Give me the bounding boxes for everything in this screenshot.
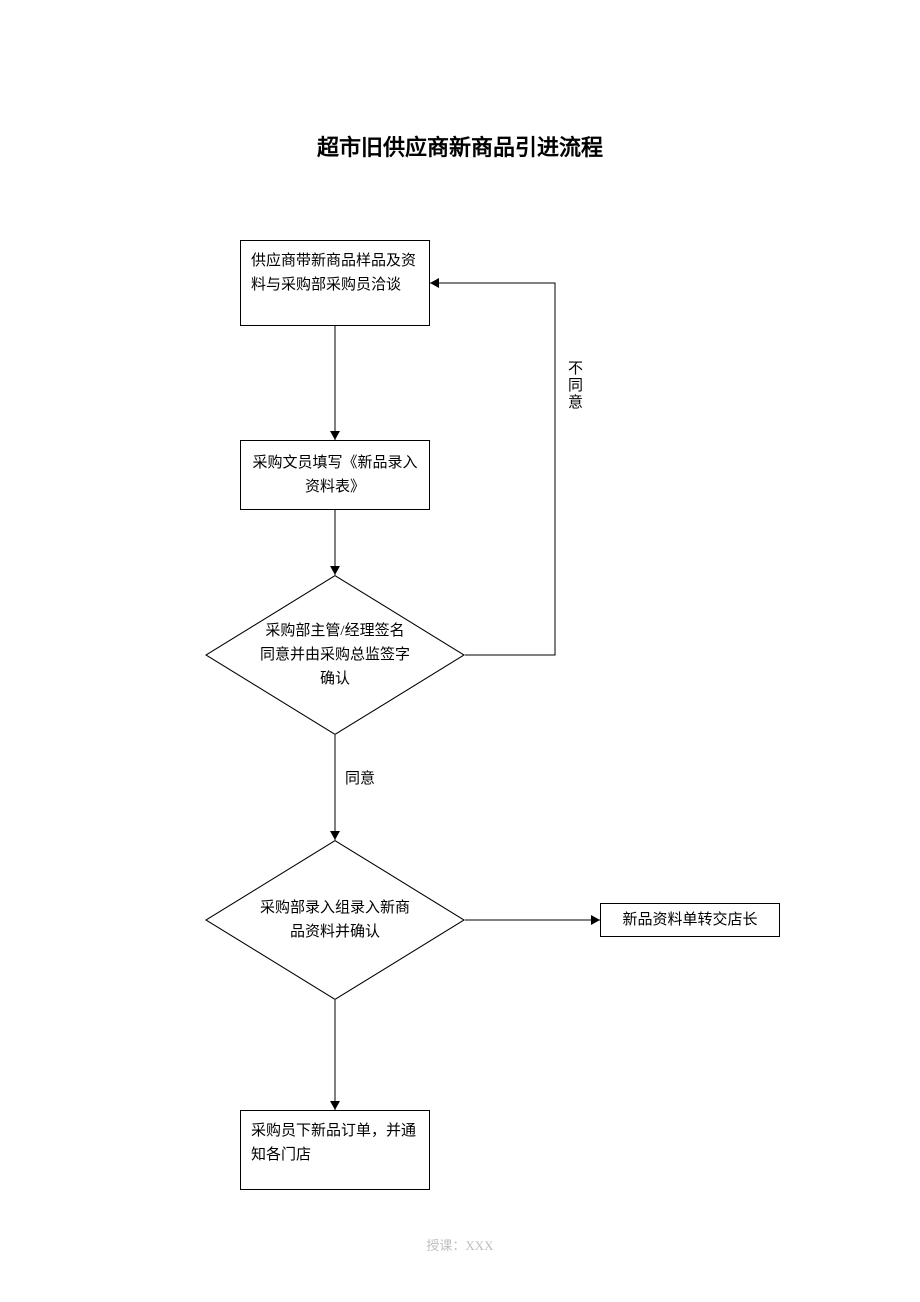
edge-label-agree: 同意 (345, 770, 375, 788)
flow-decision-entry: 采购部录入组录入新商品资料并确认 (205, 840, 465, 1000)
footer-credit: 授课：XXX (0, 1235, 920, 1254)
flow-node-text: 新品资料单转交店长 (622, 908, 757, 932)
flow-node-text: 采购员下新品订单，并通知各门店 (251, 1119, 419, 1167)
flow-node-text: 供应商带新商品样品及资料与采购部采购员洽谈 (251, 249, 419, 297)
flow-node-forward-manager: 新品资料单转交店长 (600, 903, 780, 937)
flow-node-place-order: 采购员下新品订单，并通知各门店 (240, 1110, 430, 1190)
flow-node-text: 采购部录入组录入新商品资料并确认 (260, 896, 410, 944)
edge-label-disagree: 不同意 (565, 360, 583, 411)
flow-node-supplier-meet: 供应商带新商品样品及资料与采购部采购员洽谈 (240, 240, 430, 326)
flow-decision-approval: 采购部主管/经理签名同意并由采购总监签字确认 (205, 575, 465, 735)
flow-node-text: 采购部主管/经理签名同意并由采购总监签字确认 (260, 619, 410, 691)
page-title: 超市旧供应商新商品引进流程 (0, 130, 920, 162)
flow-node-text: 采购文员填写《新品录入资料表》 (251, 451, 419, 499)
flow-node-fill-form: 采购文员填写《新品录入资料表》 (240, 440, 430, 510)
